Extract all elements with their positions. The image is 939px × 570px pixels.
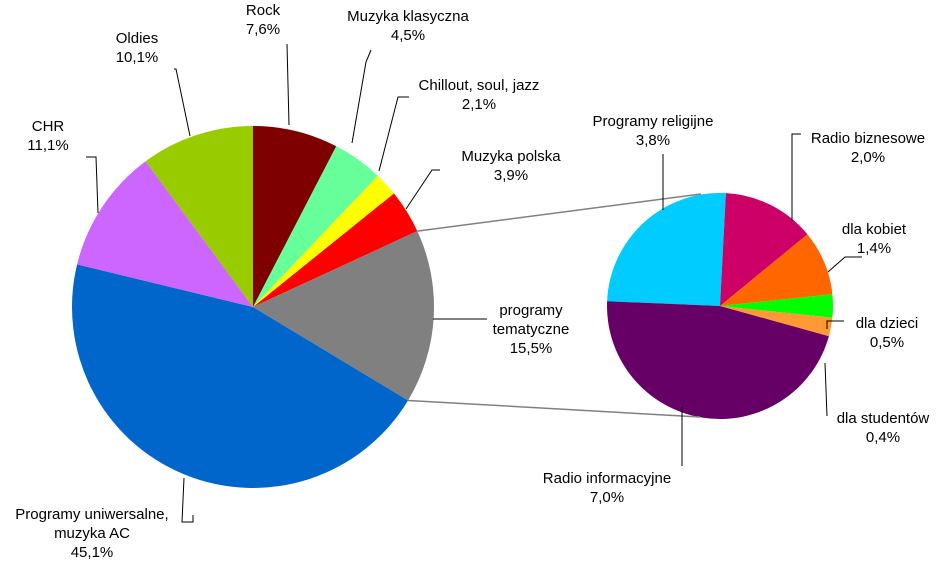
sub-label-programy-religijne: Programy religijne 3,8%: [593, 113, 714, 149]
main-label-muzyka-polska-line: Muzyka polska: [461, 148, 561, 165]
leader-line-dla-student-w: [824, 362, 828, 417]
connector-line-top: [417, 193, 702, 232]
sub-slice-dla-dzieci: [720, 294, 834, 318]
sub-label-programy-religijne-line: 3,8%: [636, 132, 670, 149]
sub-label-dla-kobiet-line: dla kobiet: [842, 221, 907, 238]
sub-label-dla-kobiet: dla kobiet 1,4%: [842, 221, 907, 257]
sub-label-dla-student-w: dla studentów 0,4%: [837, 410, 930, 446]
sub-label-programy-religijne-line: Programy religijne: [593, 113, 714, 130]
leader-line-muzyka-klasyczna: [351, 49, 372, 144]
main-label-muzyka-klasyczna-line: Muzyka klasyczna: [347, 8, 469, 25]
leader-line-chr: [86, 156, 99, 214]
sub-label-dla-dzieci-line: 0,5%: [870, 334, 904, 351]
main-label-programy-uniwersalne: Programy uniwersalne, muzyka AC 45,1%: [15, 506, 168, 561]
main-label-muzyka-klasyczna-line: 4,5%: [391, 27, 425, 44]
sub-label-radio-biznesowe-line: 2,0%: [851, 149, 885, 166]
leader-line-radio-biznesowe: [791, 133, 801, 221]
main-slice-programy: [253, 231, 435, 401]
main-slice-rock: [253, 126, 337, 307]
connectors-layer: [407, 193, 702, 418]
main-label-chillout-soul-jazz-line: 2,1%: [462, 96, 496, 113]
sub-label-radio-informacyjne: Radio informacyjne 7,0%: [543, 470, 671, 506]
main-slice-chillout-soul-jazz: [253, 175, 394, 307]
sub-label-radio-biznesowe: Radio biznesowe 2,0%: [811, 130, 925, 166]
leader-line-muzyka-polska: [405, 169, 440, 210]
main-label-chr-line: CHR: [32, 118, 65, 135]
labels-layer: Rock 7,6% Muzyka klasyczna 4,5% Chillout, so…: [15, 2, 929, 561]
main-label-rock: Rock 7,6%: [246, 2, 281, 38]
main-label-chr-line: 11,1%: [27, 137, 68, 154]
main-label-programy-uniwersalne-line: Programy uniwersalne,: [15, 506, 168, 523]
main-label-muzyka-polska: Muzyka polska 3,9%: [461, 148, 561, 184]
sub-label-radio-informacyjne-line: Radio informacyjne: [543, 470, 671, 487]
main-label-rock-line: 7,6%: [246, 21, 280, 38]
main-slice-programy-uniwersalne: [72, 264, 409, 489]
sub-slice-radio-biznesowe: [720, 193, 808, 306]
leader-line-dla-dzieci: [826, 320, 844, 329]
main-label-programy-uniwersalne-line: 45,1%: [71, 544, 114, 561]
leader-line-chillout-soul-jazz: [378, 96, 409, 172]
main-label-oldies-line: Oldies: [116, 30, 159, 47]
sub-slice-radio-informacyjne: [607, 301, 829, 419]
main-label-programy-line: tematyczne: [493, 321, 570, 338]
sub-label-dla-dzieci: dla dzieci 0,5%: [856, 315, 919, 351]
leader-line-oldies: [174, 68, 191, 137]
sub-slice-programy-religijne: [607, 192, 726, 306]
main-label-chillout-soul-jazz-line: Chillout, soul, jazz: [419, 77, 540, 94]
sub-slice-dla-kobiet: [720, 234, 833, 306]
main-label-chr: CHR 11,1%: [27, 118, 68, 154]
sub-label-dla-kobiet-line: 1,4%: [857, 240, 891, 257]
main-label-programy-line: programy: [499, 302, 563, 319]
sub-label-dla-dzieci-line: dla dzieci: [856, 315, 919, 332]
leader-lines-layer: [86, 43, 862, 523]
main-label-chillout-soul-jazz: Chillout, soul, jazz 2,1%: [419, 77, 540, 113]
main-label-programy: programy tematyczne 15,5%: [493, 302, 570, 357]
sub-slice-dla-student-w: [720, 306, 833, 337]
main-label-programy-line: 15,5%: [510, 340, 553, 357]
sub-label-dla-student-w-line: dla studentów: [837, 410, 930, 427]
leader-line-rock: [286, 43, 290, 126]
main-label-rock-line: Rock: [246, 2, 281, 19]
sub-label-dla-student-w-line: 0,4%: [866, 429, 900, 446]
main-slice-chr: [77, 161, 253, 307]
slices-layer: [72, 126, 834, 489]
sub-label-radio-biznesowe-line: Radio biznesowe: [811, 130, 925, 147]
leader-line-programy-uniwersalne: [181, 477, 194, 523]
leader-line-dla-kobiet: [827, 256, 862, 273]
connector-line-bottom: [407, 399, 701, 418]
sub-label-radio-informacyjne-line: 7,0%: [590, 489, 624, 506]
main-label-muzyka-polska-line: 3,9%: [494, 167, 528, 184]
main-label-oldies-line: 10,1%: [116, 49, 159, 66]
main-slice-muzyka-polska: [253, 193, 418, 307]
main-label-oldies: Oldies 10,1%: [116, 30, 159, 66]
main-slice-muzyka-klasyczna: [253, 146, 378, 307]
main-slice-oldies: [145, 126, 253, 307]
main-label-programy-uniwersalne-line: muzyka AC: [54, 525, 130, 542]
main-label-muzyka-klasyczna: Muzyka klasyczna 4,5%: [347, 8, 469, 44]
